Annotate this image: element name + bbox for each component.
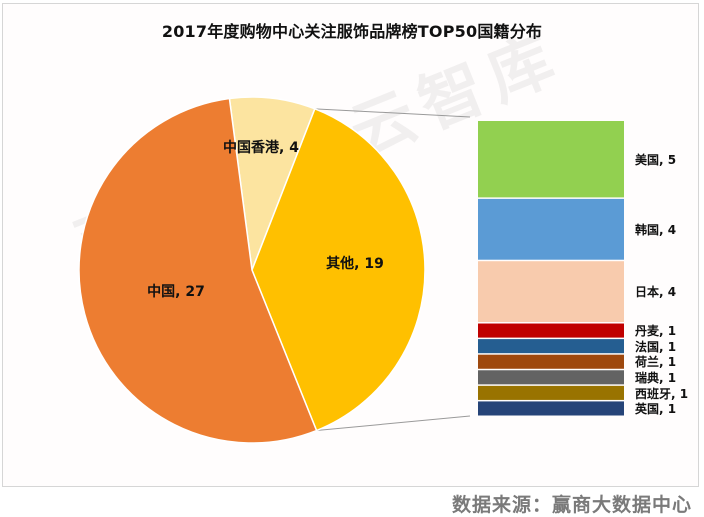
bar-label-法国: 法国, 1 — [635, 339, 677, 354]
bar-segment-丹麦 — [478, 323, 624, 338]
pie-label-其他: 其他, 19 — [326, 255, 384, 272]
connector-line-top — [314, 108, 471, 118]
bar-label-美国: 美国, 5 — [635, 152, 677, 167]
connector-line-bottom — [316, 415, 471, 432]
bar-label-韩国: 韩国, 4 — [635, 223, 677, 238]
bar-label-丹麦: 丹麦, 1 — [635, 324, 677, 339]
bar-segment-法国 — [478, 339, 624, 354]
pie-label-中国: 中国, 27 — [147, 283, 205, 300]
chart-title: 2017年度购物中心关注服饰品牌榜TOP50国籍分布 — [161, 22, 543, 41]
pie-slice-中国 — [78, 97, 318, 444]
pie-chart — [78, 96, 426, 444]
data-source: 数据来源：赢商大数据中心 — [451, 494, 692, 516]
bar-label-西班牙: 西班牙, 1 — [635, 386, 689, 401]
bar-segment-日本 — [478, 261, 624, 323]
bar-segment-西班牙 — [478, 385, 624, 400]
bar-label-瑞典: 瑞典, 1 — [635, 371, 677, 386]
pie-labels: 中国香港, 4 其他, 19 中国, 27 — [147, 139, 384, 300]
bar-stack — [478, 121, 624, 416]
pie-label-中国香港: 中国香港, 4 — [223, 139, 299, 156]
bar-label-荷兰: 荷兰, 1 — [635, 355, 677, 370]
connector-lines — [314, 108, 471, 432]
bar-label-日本: 日本, 4 — [635, 285, 677, 300]
bar-segment-美国 — [478, 121, 624, 198]
pie-slice-其他 — [251, 107, 426, 432]
bar-segment-瑞典 — [478, 370, 624, 385]
bar-segment-荷兰 — [478, 354, 624, 369]
bar-label-英国: 英国, 1 — [635, 402, 677, 417]
bar-segment-英国 — [478, 401, 624, 416]
bar-segment-韩国 — [478, 198, 624, 260]
